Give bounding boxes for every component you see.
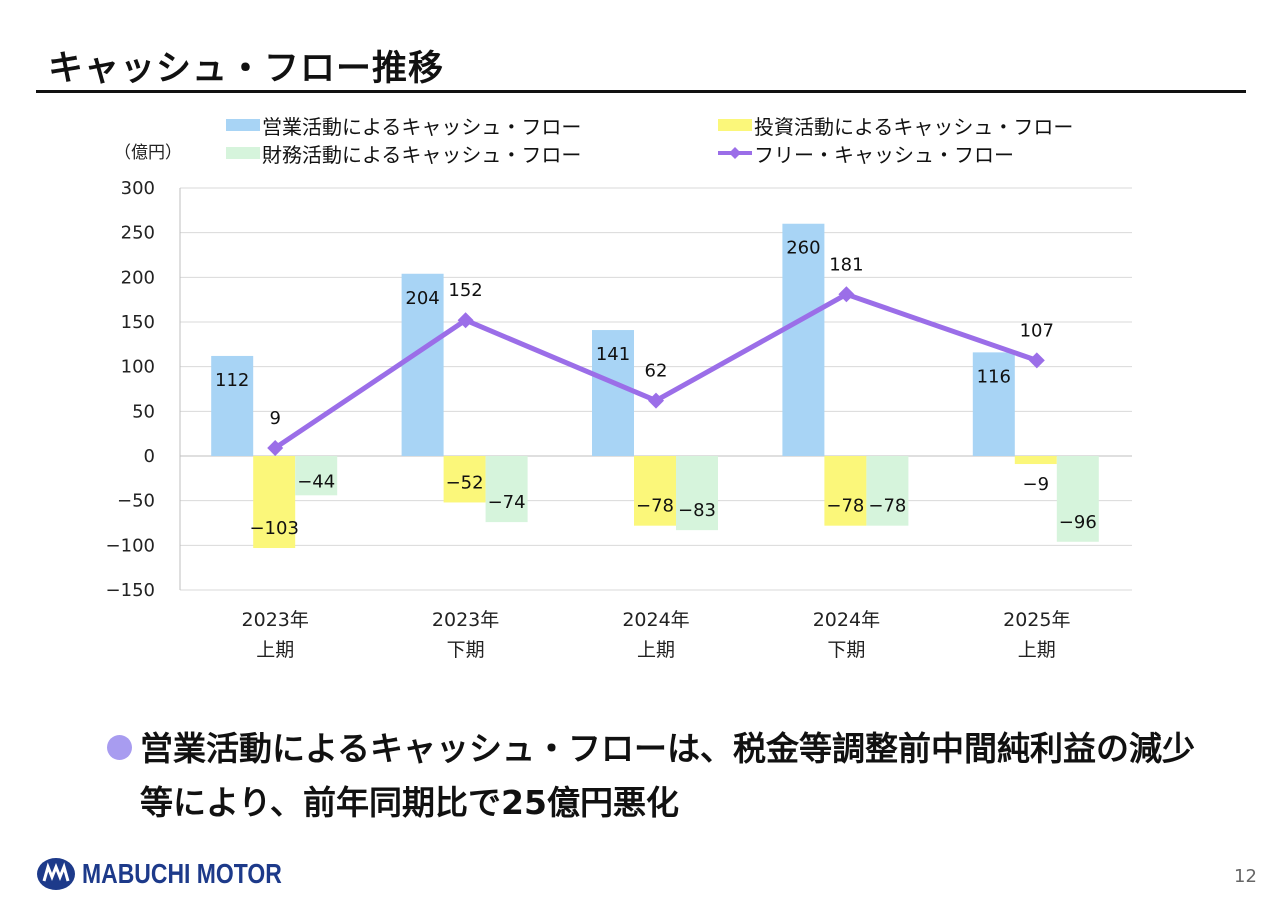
free-cf-label: 107 xyxy=(1020,320,1054,341)
data-label: 204 xyxy=(405,288,439,309)
bullet-dot xyxy=(107,735,132,760)
legend-swatch-operating xyxy=(226,119,260,131)
data-label: 112 xyxy=(215,370,249,391)
data-label: −78 xyxy=(826,496,864,517)
y-tick-label: 150 xyxy=(121,312,155,333)
bar-financing xyxy=(485,456,528,523)
x-tick-label-year: 2023年 xyxy=(242,609,309,631)
y-tick-label: −150 xyxy=(106,580,155,601)
legend-label-investing: 投資活動によるキャッシュ・フロー xyxy=(754,114,1074,139)
bar-investing xyxy=(443,456,486,503)
y-tick-label: 300 xyxy=(121,178,155,199)
bar-operating xyxy=(401,273,444,456)
data-label: 116 xyxy=(977,366,1011,387)
bar-investing xyxy=(634,456,676,526)
bar-financing xyxy=(866,456,909,526)
x-tick-label-year: 2023年 xyxy=(432,609,499,631)
free-cf-label: 62 xyxy=(645,361,668,382)
free-cf-marker xyxy=(267,439,284,456)
bar-financing xyxy=(295,456,338,496)
free-cf-label: 152 xyxy=(448,280,482,301)
data-label: −78 xyxy=(868,496,906,517)
x-tick-label-year: 2024年 xyxy=(622,609,689,631)
data-label: 141 xyxy=(596,344,630,365)
legend-swatch-investing xyxy=(718,119,752,131)
legend-item-free-cf: フリー・キャッシュ・フロー xyxy=(718,141,1014,167)
x-tick-label-period: 上期 xyxy=(1018,639,1056,661)
bar-financing xyxy=(676,456,718,531)
data-label: −9 xyxy=(1023,474,1050,495)
bar-financing xyxy=(1056,456,1099,542)
legend-swatch-financing xyxy=(226,147,260,159)
bar-investing xyxy=(1014,456,1057,465)
data-label: −52 xyxy=(446,472,484,493)
bar-investing xyxy=(824,456,867,526)
x-tick-label-period: 上期 xyxy=(637,639,675,661)
x-tick-label-period: 下期 xyxy=(447,639,485,661)
bar-operating xyxy=(211,355,254,456)
free-cf-label: 9 xyxy=(269,408,280,429)
y-tick-label: 0 xyxy=(144,446,155,467)
y-tick-label: 250 xyxy=(121,223,155,244)
summary-text: 営業活動によるキャッシュ・フローは、税金等調整前中間純利益の減少等により、前年同… xyxy=(140,729,1196,822)
legend-item-investing: 投資活動によるキャッシュ・フロー xyxy=(718,113,1074,139)
y-tick-label: 50 xyxy=(132,401,155,422)
y-tick-label: −100 xyxy=(106,535,155,556)
bar-investing xyxy=(253,456,296,549)
x-tick-label-year: 2024年 xyxy=(813,609,880,631)
legend-label-operating: 営業活動によるキャッシュ・フロー xyxy=(262,114,582,139)
mabuchi-logo-icon xyxy=(37,858,75,890)
title-divider xyxy=(36,90,1246,93)
y-tick-label: 100 xyxy=(121,357,155,378)
bar-operating xyxy=(592,330,634,456)
legend-label-free-cf: フリー・キャッシュ・フロー xyxy=(754,142,1014,167)
free-cf-marker xyxy=(648,392,664,409)
x-tick-label-period: 上期 xyxy=(256,639,294,661)
slide-title: キャッシュ・フロー推移 xyxy=(48,49,445,89)
bar-operating xyxy=(782,223,825,456)
free-cf-marker xyxy=(1028,352,1045,369)
free-cf-marker xyxy=(457,312,474,329)
bar-operating xyxy=(972,352,1015,456)
data-label: 260 xyxy=(786,238,820,259)
data-label: −44 xyxy=(297,471,335,492)
page-number: 12 xyxy=(1234,866,1257,887)
y-tick-label: 200 xyxy=(121,267,155,288)
data-label: −83 xyxy=(678,500,716,521)
free-cf-marker xyxy=(838,286,855,303)
x-tick-label-year: 2025年 xyxy=(1003,609,1070,631)
free-cf-label: 181 xyxy=(829,254,863,275)
mabuchi-logo-text: MABUCHI MOTOR xyxy=(82,858,282,889)
unit-label: （億円） xyxy=(114,143,182,163)
legend-label-financing: 財務活動によるキャッシュ・フロー xyxy=(262,142,582,167)
x-tick-label-period: 下期 xyxy=(827,639,865,661)
legend-item-operating: 営業活動によるキャッシュ・フロー xyxy=(226,113,582,139)
data-label: −96 xyxy=(1059,512,1097,533)
data-label: −103 xyxy=(249,518,298,539)
legend-item-financing: 財務活動によるキャッシュ・フロー xyxy=(226,141,582,167)
cash-flow-chart: 300 250 200 150 100 50 0 −50 −100 −150 112 204 141 26… xyxy=(106,178,1132,661)
data-label: −74 xyxy=(488,492,526,513)
y-tick-label: −50 xyxy=(117,491,155,512)
legend-line-free-cf xyxy=(718,147,752,159)
data-label: −78 xyxy=(636,496,674,517)
